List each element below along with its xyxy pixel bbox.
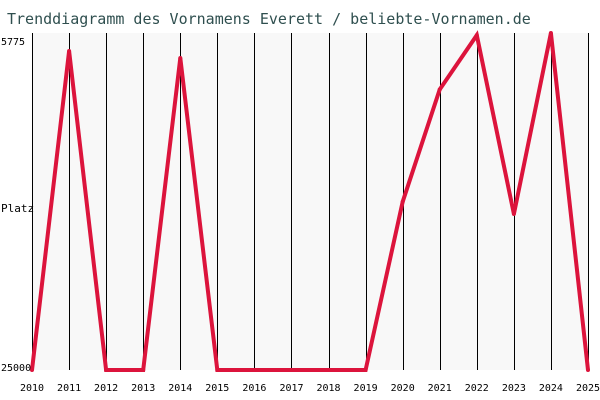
y-axis-ticks: 5775 25000 <box>1 37 31 374</box>
data-point-2017 <box>289 368 294 372</box>
x-tick-label-2016: 2016 <box>242 383 266 394</box>
y-axis-label: Platz <box>1 202 34 215</box>
series-line-0 <box>30 30 590 372</box>
x-tick-label-2017: 2017 <box>279 383 303 394</box>
x-tick-label-2013: 2013 <box>131 383 155 394</box>
data-point-2010 <box>30 368 34 372</box>
x-tick-label-2018: 2018 <box>316 383 340 394</box>
x-tick-label-2014: 2014 <box>168 383 192 394</box>
x-tick-label-2020: 2020 <box>391 383 415 394</box>
x-tick-label-2019: 2019 <box>354 383 378 394</box>
x-tick-label-2011: 2011 <box>57 383 81 394</box>
data-point-2024 <box>548 31 553 35</box>
x-tick-label-2015: 2015 <box>205 383 229 394</box>
x-tick-label-2012: 2012 <box>94 383 118 394</box>
data-point-2016 <box>252 368 257 372</box>
data-point-2014 <box>178 56 183 60</box>
data-point-2012 <box>104 368 109 372</box>
data-point-2023 <box>511 212 516 216</box>
plot-background <box>32 33 588 370</box>
y-tick-label-top: 5775 <box>1 37 25 48</box>
x-tick-label-2022: 2022 <box>465 383 489 394</box>
chart-title: Trenddiagramm des Vornamens Everett / be… <box>7 10 531 28</box>
data-point-2018 <box>326 368 331 372</box>
data-point-2021 <box>437 87 442 92</box>
data-point-2013 <box>141 368 146 372</box>
x-axis-ticks: 2010 2011 2012 2013 2014 2015 2016 2017 2018 2019… <box>20 383 600 394</box>
data-point-2020 <box>400 199 405 204</box>
x-tick-label-2023: 2023 <box>502 383 526 394</box>
data-point-2011 <box>67 49 72 53</box>
data-point-2022 <box>474 33 479 38</box>
series-group <box>30 30 590 372</box>
data-point-2015 <box>215 368 220 372</box>
x-tick-label-2024: 2024 <box>539 383 563 394</box>
x-tick-label-2010: 2010 <box>20 383 44 394</box>
x-tick-label-2021: 2021 <box>428 383 452 394</box>
data-point-2025 <box>586 368 590 372</box>
x-tick-label-2025: 2025 <box>576 383 600 394</box>
data-point-2019 <box>363 368 368 372</box>
y-tick-label-bottom: 25000 <box>1 363 31 374</box>
